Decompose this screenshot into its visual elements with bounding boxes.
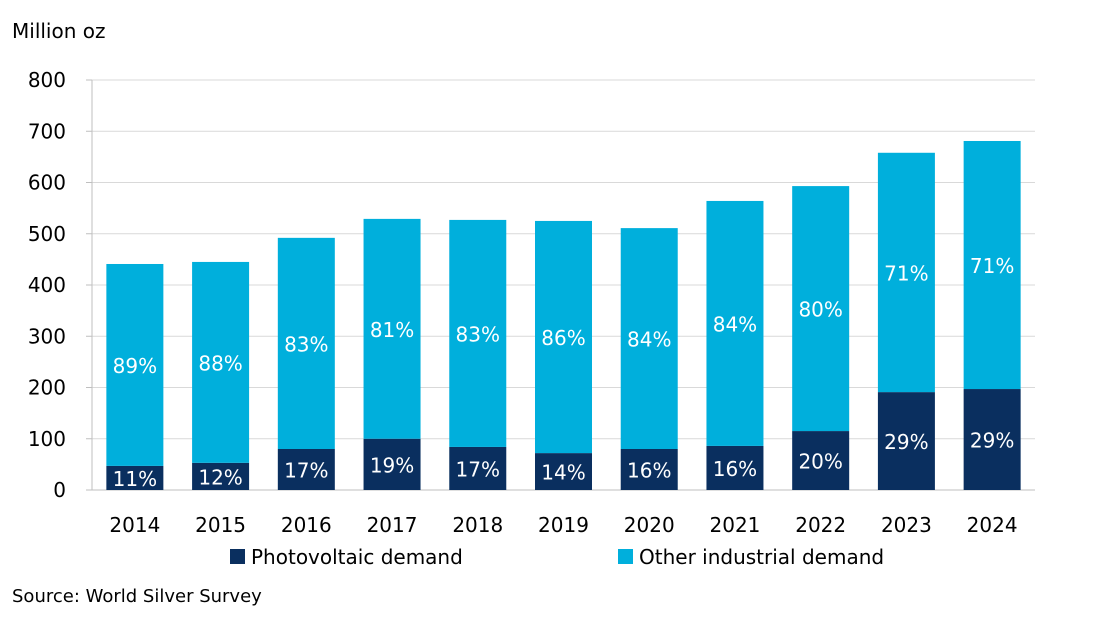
y-tick-label: 500 bbox=[28, 222, 66, 246]
data-label: 16% bbox=[627, 459, 671, 483]
bar-segment bbox=[963, 389, 1021, 490]
bar-segment bbox=[792, 186, 850, 432]
y-tick-label: 800 bbox=[28, 68, 66, 92]
data-label: 86% bbox=[541, 326, 585, 350]
legend-label: Other industrial demand bbox=[639, 545, 884, 569]
x-tick-label: 2022 bbox=[795, 513, 846, 537]
x-tick-label: 2020 bbox=[624, 513, 675, 537]
bar-segment bbox=[277, 237, 335, 449]
data-label: 83% bbox=[456, 322, 500, 346]
data-label: 80% bbox=[798, 298, 842, 322]
data-label: 84% bbox=[627, 328, 671, 352]
x-tick-label: 2024 bbox=[967, 513, 1018, 537]
bar-segment bbox=[620, 228, 678, 449]
x-tick-label: 2017 bbox=[367, 513, 418, 537]
bar-segment bbox=[706, 200, 764, 446]
legend-label: Photovoltaic demand bbox=[251, 545, 463, 569]
data-label: 17% bbox=[284, 459, 328, 483]
data-label: 89% bbox=[113, 354, 157, 378]
x-tick-label: 2023 bbox=[881, 513, 932, 537]
y-tick-label: 200 bbox=[28, 376, 66, 400]
legend-swatch bbox=[618, 549, 633, 564]
data-label: 83% bbox=[284, 332, 328, 356]
y-axis-label: Million oz bbox=[12, 19, 106, 43]
data-label: 71% bbox=[884, 261, 928, 285]
bar-segment bbox=[963, 140, 1021, 390]
x-tick-label: 2014 bbox=[109, 513, 160, 537]
y-tick-label: 0 bbox=[53, 478, 66, 502]
y-tick-label: 400 bbox=[28, 273, 66, 297]
bar-segment bbox=[449, 219, 507, 447]
bar-segment bbox=[620, 449, 678, 490]
bar-segment bbox=[877, 152, 935, 393]
bar-segment bbox=[877, 392, 935, 490]
y-tick-label: 700 bbox=[28, 119, 66, 143]
x-tick-label: 2021 bbox=[710, 513, 761, 537]
data-label: 71% bbox=[970, 254, 1014, 278]
data-label: 11% bbox=[113, 467, 157, 491]
bar-segment bbox=[192, 462, 250, 490]
data-label: 29% bbox=[884, 430, 928, 454]
data-label: 88% bbox=[198, 351, 242, 375]
data-label: 16% bbox=[713, 457, 757, 481]
bar-segment bbox=[106, 263, 164, 466]
bar-segment bbox=[363, 218, 421, 439]
data-label: 17% bbox=[456, 457, 500, 481]
bar-segment bbox=[363, 438, 421, 490]
y-tick-label: 300 bbox=[28, 324, 66, 348]
data-label: 14% bbox=[541, 461, 585, 485]
bar-segment bbox=[535, 220, 592, 454]
data-label: 12% bbox=[198, 465, 242, 489]
data-label: 84% bbox=[713, 312, 757, 336]
bar-segment bbox=[192, 261, 250, 463]
data-label: 20% bbox=[798, 450, 842, 474]
data-label: 29% bbox=[970, 429, 1014, 453]
x-tick-label: 2016 bbox=[281, 513, 332, 537]
bar-segment bbox=[792, 431, 850, 490]
x-tick-label: 2015 bbox=[195, 513, 246, 537]
data-label: 19% bbox=[370, 453, 414, 477]
y-tick-label: 600 bbox=[28, 171, 66, 195]
data-label: 81% bbox=[370, 318, 414, 342]
bar-segment bbox=[449, 446, 507, 490]
source-note: Source: World Silver Survey bbox=[12, 586, 262, 607]
bar-segment bbox=[106, 465, 164, 490]
bar-segment bbox=[706, 445, 764, 490]
x-tick-label: 2018 bbox=[452, 513, 503, 537]
legend-swatch bbox=[230, 549, 245, 564]
x-tick-label: 2019 bbox=[538, 513, 589, 537]
y-tick-label: 100 bbox=[28, 427, 66, 451]
bar-segment bbox=[277, 449, 335, 490]
bar-segment bbox=[535, 453, 592, 490]
